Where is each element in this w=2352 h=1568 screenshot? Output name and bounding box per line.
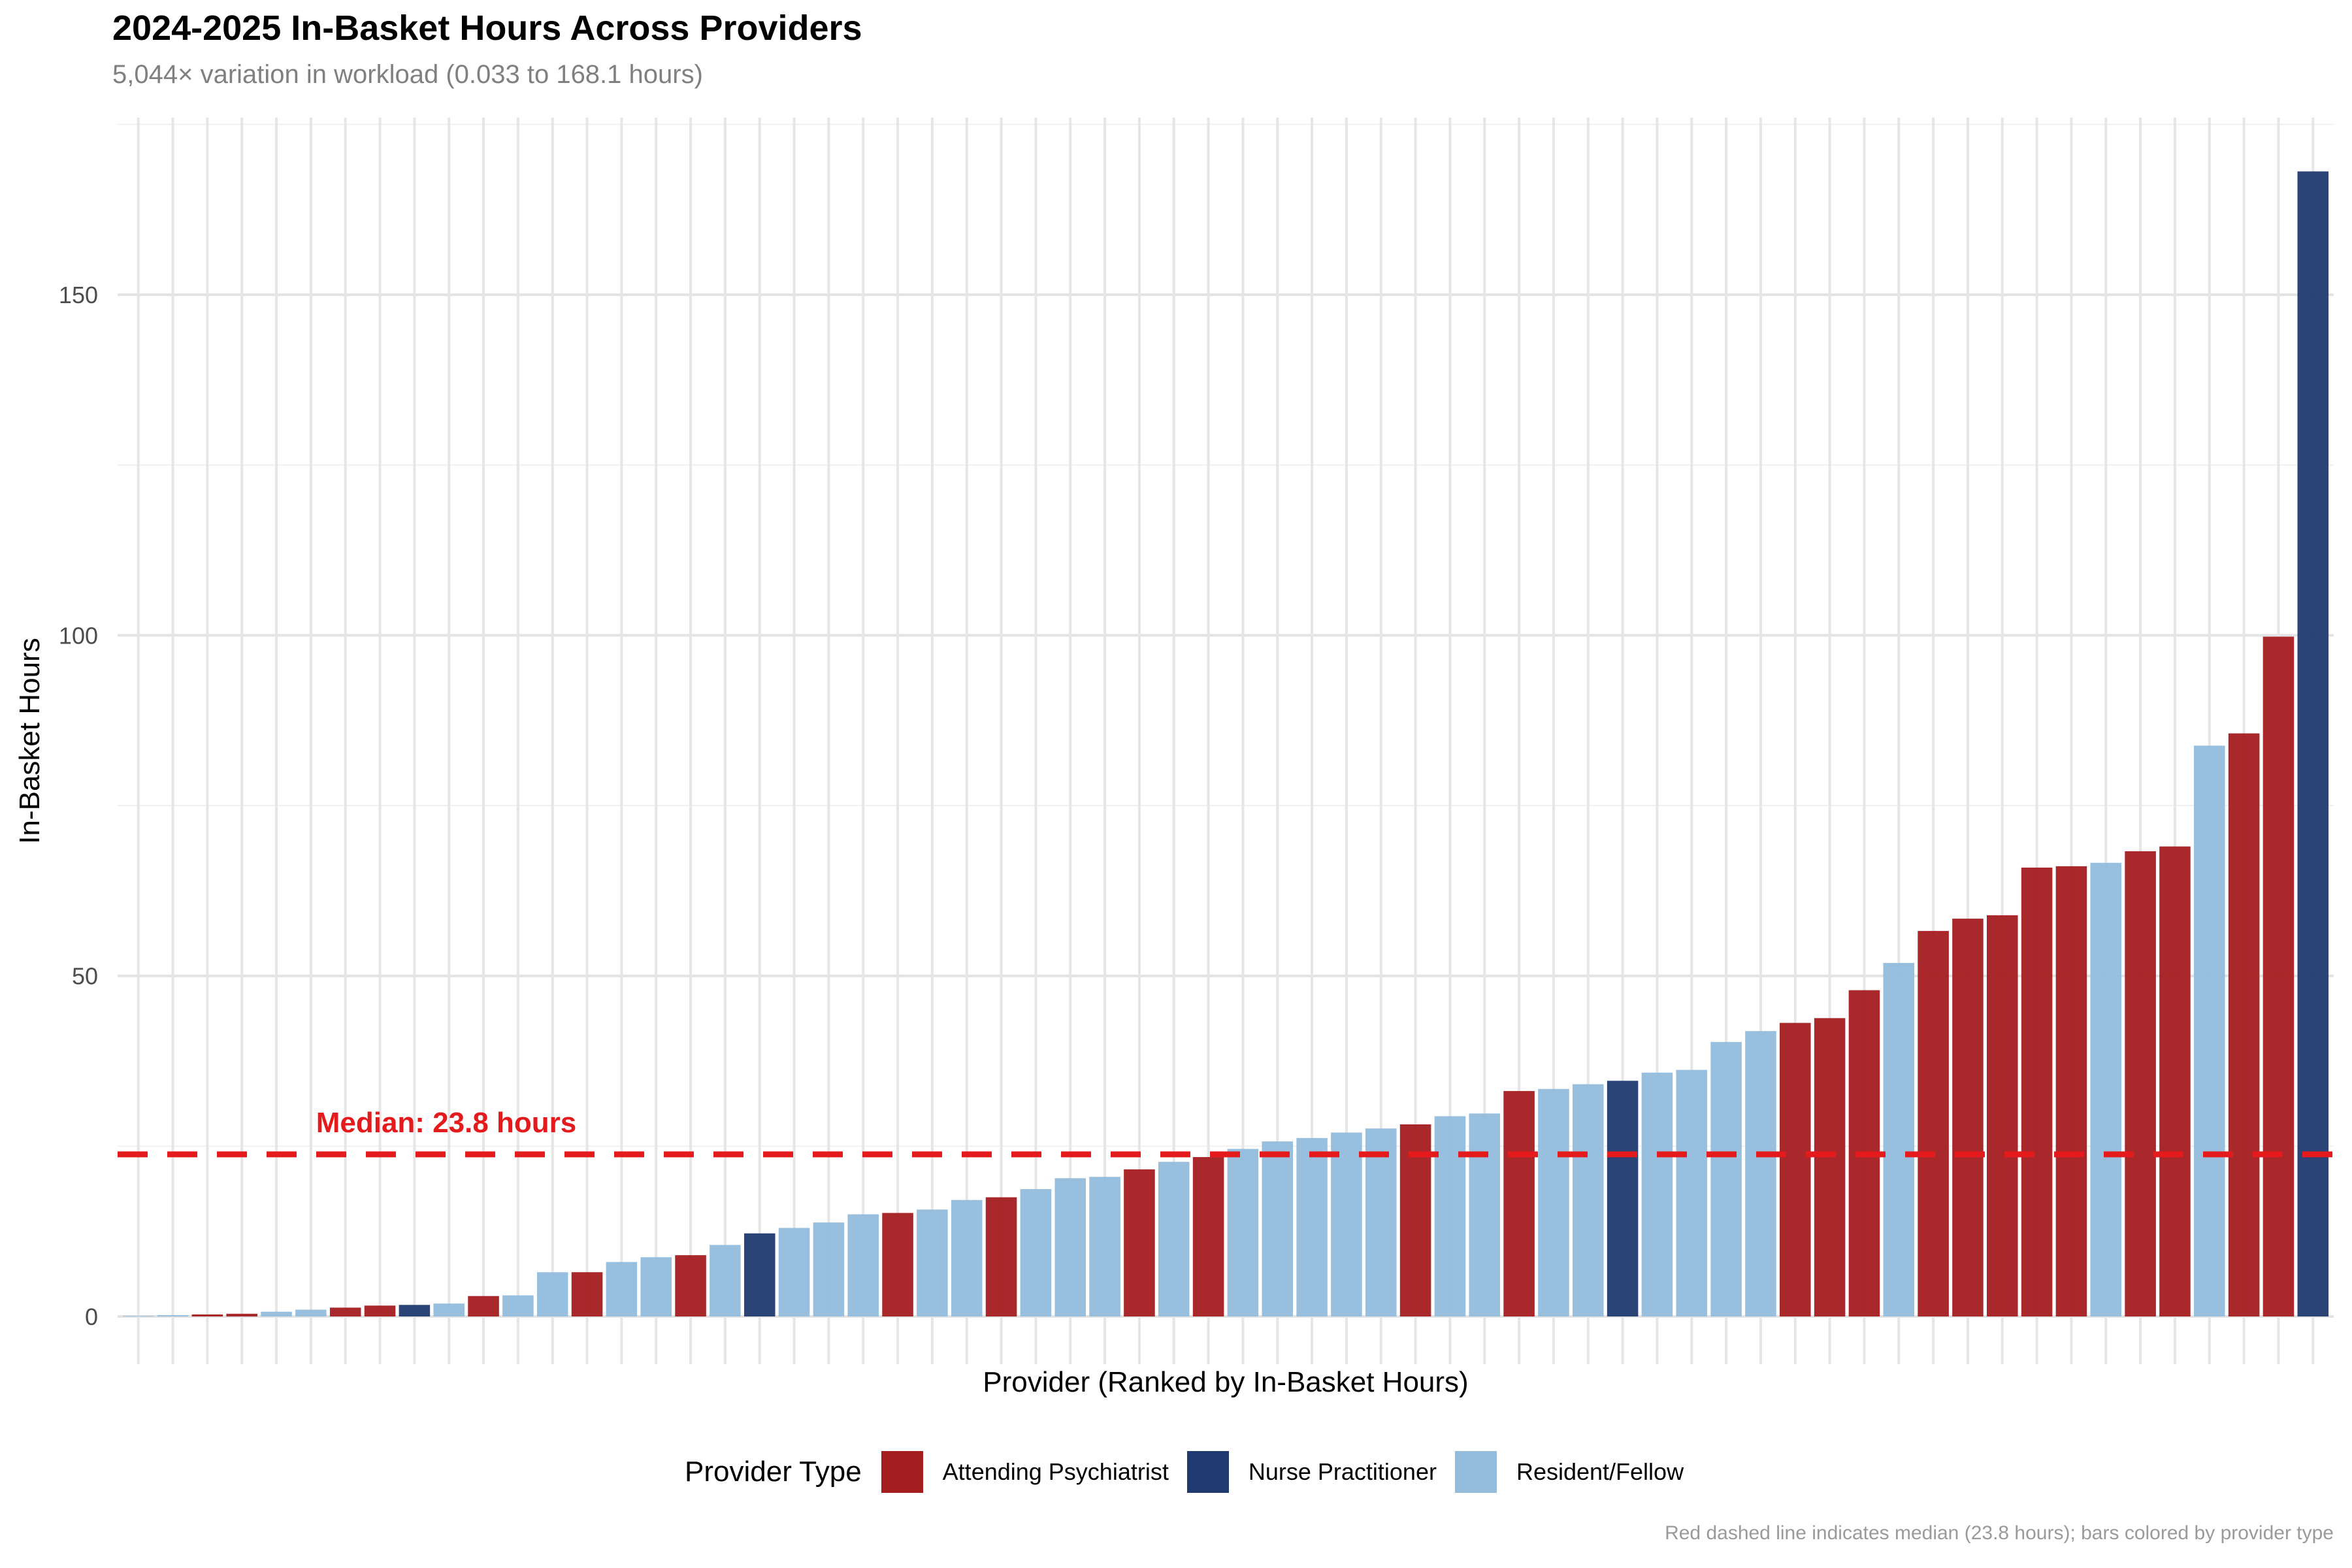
bar [1434,1116,1466,1317]
bar [1676,1070,1708,1317]
bar [571,1272,603,1317]
legend-title: Provider Type [685,1456,862,1488]
bar [226,1313,257,1317]
bar [1262,1141,1294,1317]
bar [2297,171,2329,1317]
bar [1020,1189,1052,1317]
bar [191,1314,223,1317]
bar [1745,1031,1776,1317]
bar [813,1222,845,1317]
y-tick-label: 0 [85,1303,98,1330]
y-axis-label: In-Basket Hours [14,638,46,843]
bar [433,1303,465,1317]
bar [710,1245,741,1317]
bar [985,1197,1017,1317]
bar [1572,1084,1604,1317]
bar [2159,846,2191,1317]
bar [2262,636,2295,1317]
bar [1918,930,1949,1317]
bar [536,1272,568,1317]
bar [1607,1081,1639,1317]
bar [2194,745,2225,1317]
legend-label: Attending Psychiatrist [942,1458,1169,1485]
bar [1469,1113,1501,1317]
bar [1192,1157,1224,1317]
legend-label: Resident/Fellow [1516,1458,1684,1485]
bar [1054,1178,1086,1317]
bar [1883,962,1915,1317]
bar [2125,851,2156,1317]
bar [2090,862,2122,1317]
bar [468,1296,499,1317]
bar [1538,1088,1569,1317]
legend-item-attending-psychiatrist: Attending Psychiatrist [881,1451,1169,1493]
legend-item-nurse-practitioner: Nurse Practitioner [1186,1451,1437,1493]
bar [2021,867,2053,1317]
bar [1331,1132,1362,1317]
bar [606,1262,638,1317]
bar [1365,1128,1397,1317]
bar [743,1233,776,1317]
y-axis-ticks: 0 50 100 150 [59,282,98,1330]
bars [122,171,2329,1317]
bar [1952,919,1984,1317]
chart-subtitle: 5,044× variation in workload (0.033 to 1… [112,60,703,89]
bar [951,1200,983,1317]
chart-caption: Red dashed line indicates median (23.8 h… [1665,1522,2334,1544]
bar [295,1309,327,1317]
bar [261,1311,292,1317]
bar [502,1295,534,1317]
bar [1503,1090,1535,1317]
bar [1987,915,2018,1317]
bar [364,1305,396,1317]
bar [399,1305,431,1317]
legend: Provider Type Attending Psychiatrist Nur… [685,1449,1702,1495]
bar [1710,1041,1742,1317]
bar [1641,1072,1673,1317]
y-tick-label: 100 [59,622,98,649]
y-tick-label: 150 [59,282,98,308]
median-reference: Median: 23.8 hours [118,1107,2334,1158]
y-tick-label: 50 [72,963,98,990]
bar [1780,1022,1811,1317]
legend-swatch [1186,1451,1229,1493]
legend-label: Nurse Practitioner [1248,1458,1437,1485]
bar [675,1255,706,1317]
bar [640,1257,672,1317]
chart-title: 2024-2025 In-Basket Hours Across Provide… [112,8,862,48]
bar [2228,733,2260,1317]
bar [1227,1149,1259,1317]
bar [882,1213,913,1317]
bar [2055,866,2087,1317]
median-label: Median: 23.8 hours [316,1107,577,1139]
bar [1814,1018,1846,1317]
bar [329,1307,361,1317]
bar [1089,1177,1120,1317]
bar [1124,1169,1155,1317]
bar [1296,1137,1328,1317]
legend-swatch [881,1451,923,1493]
bar [847,1214,879,1317]
bar [1158,1162,1190,1317]
bar [917,1209,948,1317]
bar [157,1315,189,1317]
x-axis-label: Provider (Ranked by In-Basket Hours) [983,1366,1468,1398]
legend-swatch [1454,1451,1497,1493]
bar [778,1228,810,1317]
legend-item-resident-fellow: Resident/Fellow [1454,1451,1684,1493]
